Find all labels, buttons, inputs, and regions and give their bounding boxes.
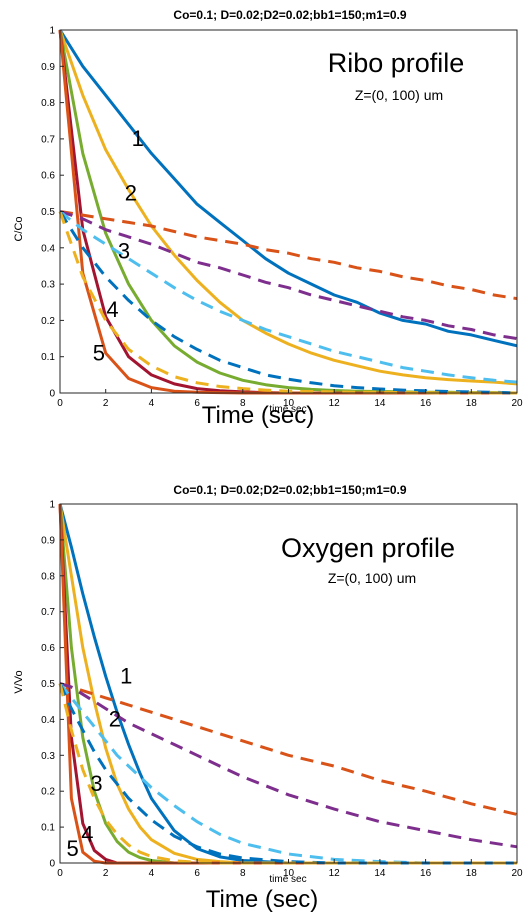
y-tick-label: 0.2 xyxy=(41,316,55,327)
x-tick-label: 16 xyxy=(420,868,432,879)
x-tick-labels: 0 2 4 6 8 10 12 14 16 18 20 xyxy=(57,389,523,409)
x-tick-label: 14 xyxy=(374,868,386,879)
curve-label-1: 1 xyxy=(132,126,144,151)
x-tick-label: 12 xyxy=(329,868,341,879)
x-axis-label-large: Time (sec) xyxy=(206,886,318,913)
y-tick-label: 0 xyxy=(49,389,55,400)
y-tick-label: 0.4 xyxy=(41,715,55,726)
curve-label-4: 4 xyxy=(106,297,118,322)
curve-label-5: 5 xyxy=(93,340,105,365)
curve-labels: 1 2 3 45 xyxy=(93,126,144,365)
y-tick-label: 0.9 xyxy=(41,62,55,73)
series-line-9 xyxy=(58,210,518,395)
series-line-7 xyxy=(59,682,518,849)
x-axis-label-large: Time (sec) xyxy=(202,402,314,429)
x-tick-label: 10 xyxy=(283,868,295,879)
y-axis-label: C/Co xyxy=(13,216,25,241)
series-line-2 xyxy=(58,29,518,386)
curve-label-3: 3 xyxy=(118,239,130,264)
series-line-6 xyxy=(59,210,518,301)
y-tick-label: 0.8 xyxy=(41,571,55,582)
y-tick-label: 0.2 xyxy=(41,787,55,798)
series-line-1 xyxy=(58,29,518,348)
chart-title: Co=0.1; D=0.02;D2=0.02;bb1=150;m1=0.9 xyxy=(173,483,406,497)
y-tick-label: 1 xyxy=(49,500,55,511)
x-axis-label-small: time sec xyxy=(269,404,306,415)
y-tick-label: 1 xyxy=(49,26,55,37)
x-tick-label: 2 xyxy=(103,398,109,409)
series-line-5 xyxy=(58,29,517,395)
x-tick-label: 0 xyxy=(57,398,63,409)
y-tick-label: 0.8 xyxy=(41,98,55,109)
y-tick-label: 0.1 xyxy=(41,352,55,363)
y-tick-label: 0.6 xyxy=(41,643,55,654)
y-tick-label: 0.5 xyxy=(41,679,55,690)
curve-label-5: 5 xyxy=(66,836,78,861)
x-tick-labels: 0 2 4 6 8 10 12 14 16 18 20 xyxy=(57,859,523,879)
x-tick-label: 4 xyxy=(149,868,155,879)
y-tick-label: 0.3 xyxy=(41,751,55,762)
x-tick-label: 12 xyxy=(329,398,341,409)
x-axis-label-small: time sec xyxy=(269,874,306,885)
y-tick-label: 0 xyxy=(49,859,55,870)
curve-label-2: 2 xyxy=(125,181,137,206)
x-tick-label: 6 xyxy=(194,868,200,879)
y-tick-label: 0.9 xyxy=(41,535,55,546)
x-tick-label: 8 xyxy=(240,398,246,409)
annotation-title: Ribo profile xyxy=(328,48,465,78)
plot-frame xyxy=(59,29,518,394)
x-tick-label: 16 xyxy=(420,398,432,409)
y-tick-labels: 0 0.1 0.2 0.3 0.4 0.5 0.6 0.7 0.8 0.9 1 xyxy=(41,500,64,870)
x-tick-label: 18 xyxy=(466,398,478,409)
series-line-7 xyxy=(59,210,518,341)
curve-label-4: 4 xyxy=(81,821,93,846)
series-line-3 xyxy=(58,29,518,395)
y-tick-labels: 0 0.1 0.2 0.3 0.4 0.5 0.6 0.7 0.8 0.9 1 xyxy=(41,26,64,400)
y-tick-label: 0.6 xyxy=(41,171,55,182)
x-tick-label: 8 xyxy=(240,868,246,879)
y-tick-label: 0.1 xyxy=(41,823,55,834)
x-tick-label: 18 xyxy=(466,868,478,879)
series-line-4 xyxy=(58,29,517,395)
lines-layer xyxy=(58,29,518,395)
curve-label-3: 3 xyxy=(90,771,102,796)
annotation-title: Oxygen profile xyxy=(281,533,455,563)
x-tick-label: 20 xyxy=(511,398,523,409)
ribo-profile-chart: Co=0.1; D=0.02;D2=0.02;bb1=150;m1=0.9 C/… xyxy=(13,8,523,429)
y-tick-label: 0.7 xyxy=(41,607,55,618)
x-tick-label: 0 xyxy=(57,868,63,879)
y-tick-label: 0.4 xyxy=(41,243,55,254)
x-tick-label: 4 xyxy=(149,398,155,409)
x-tick-label: 2 xyxy=(103,868,109,879)
x-tick-label: 10 xyxy=(283,398,295,409)
curve-labels: 1 2 3 45 xyxy=(66,664,132,861)
x-tick-label: 20 xyxy=(511,868,523,879)
y-axis-label: V/Vo xyxy=(13,670,25,693)
x-tick-label: 6 xyxy=(194,398,200,409)
y-tick-label: 0.3 xyxy=(41,280,55,291)
curve-label-1: 1 xyxy=(120,664,132,689)
annotation-subtitle: Z=(0, 100) um xyxy=(328,570,416,586)
y-tick-label: 0.5 xyxy=(41,207,55,218)
chart-title: Co=0.1; D=0.02;D2=0.02;bb1=150;m1=0.9 xyxy=(173,8,406,22)
curve-label-2: 2 xyxy=(109,707,121,732)
series-line-8 xyxy=(59,210,518,384)
annotation-subtitle: Z=(0, 100) um xyxy=(355,87,443,103)
x-tick-label: 14 xyxy=(374,398,386,409)
y-tick-label: 0.7 xyxy=(41,134,55,145)
oxygen-profile-chart: Co=0.1; D=0.02;D2=0.02;bb1=150;m1=0.9 V/… xyxy=(13,483,523,913)
